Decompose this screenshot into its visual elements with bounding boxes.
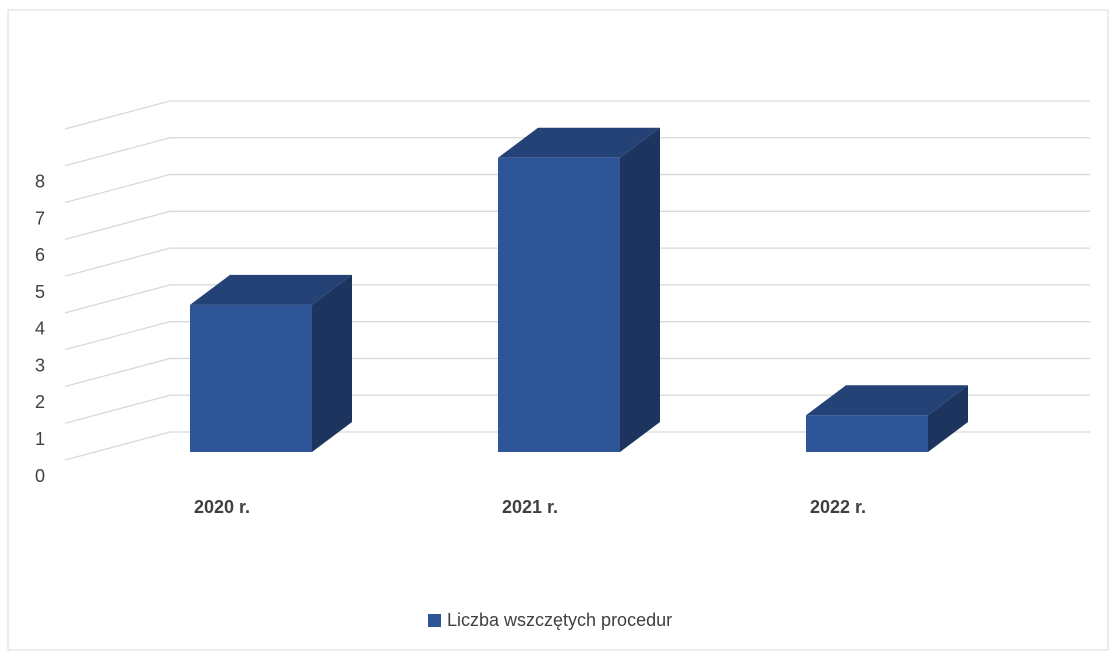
bar-top [806,385,968,416]
legend-label: Liczba wszczętych procedur [447,610,672,630]
grid-line [64,173,1090,204]
y-tick-label: 7 [35,208,45,228]
y-tick-label: 6 [35,245,45,265]
y-tick-label: 5 [35,282,45,302]
grid-line [64,431,1090,461]
legend-swatch [428,614,441,627]
y-tick-label: 2 [35,392,45,412]
x-tick-label: 2022 r. [810,497,866,517]
grid-line [64,137,1090,167]
grid-line [64,394,1090,424]
grid-line [64,210,1090,240]
bar-top [498,127,660,158]
y-tick-label: 4 [35,319,45,339]
bar-top [190,274,352,305]
grid-line [64,100,1090,130]
bar-side [312,274,352,452]
x-tick-label: 2020 r. [194,497,250,517]
bar [190,304,312,452]
grid-line [64,321,1090,351]
bar [498,157,620,452]
y-tick-label: 1 [35,429,45,449]
y-tick-label: 3 [35,355,45,375]
x-tick-label: 2021 r. [502,497,558,517]
y-tick-label: 8 [35,172,45,192]
y-tick-label: 0 [35,466,45,486]
grid-line [64,247,1090,277]
bar [806,415,928,452]
bar-side [620,127,660,453]
grid-line [64,284,1090,314]
bar-side [928,385,968,452]
grid-line [64,357,1090,388]
